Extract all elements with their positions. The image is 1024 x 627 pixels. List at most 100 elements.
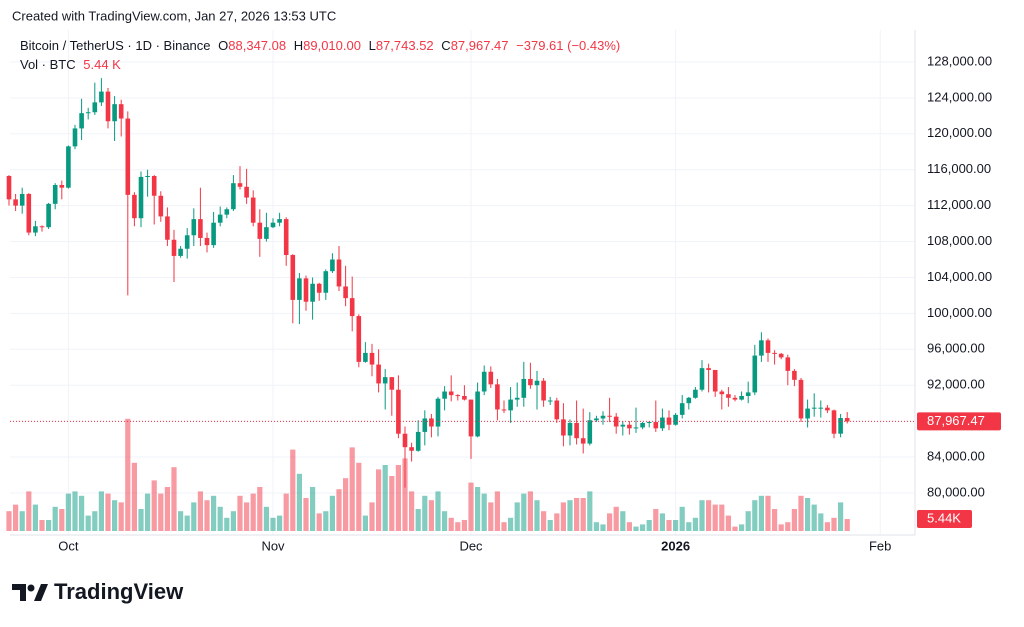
volume-bar xyxy=(26,491,32,531)
volume-bar xyxy=(409,491,415,531)
volume-bar xyxy=(712,504,718,531)
volume-bar xyxy=(151,480,157,531)
volume-bar xyxy=(105,493,111,531)
candle-body xyxy=(739,395,744,400)
candle-body xyxy=(481,371,487,392)
volume-bar xyxy=(646,520,652,531)
volume-bar xyxy=(455,522,461,531)
y-tick-label: 124,000.00 xyxy=(927,89,992,104)
volume-bar xyxy=(230,511,236,531)
volume-bar xyxy=(844,519,850,531)
volume-bar xyxy=(481,493,487,531)
ohlc-key: H xyxy=(294,38,303,53)
volume-bar xyxy=(164,487,170,531)
candle-body xyxy=(52,184,58,204)
candle-body xyxy=(792,370,797,380)
volume-bar xyxy=(79,495,85,531)
volume-bar xyxy=(59,509,65,531)
volume-bar xyxy=(46,520,52,531)
candle-body xyxy=(561,419,566,436)
x-tick-label: Oct xyxy=(58,538,79,553)
volume-bar xyxy=(435,491,441,531)
volume-bar xyxy=(508,517,514,531)
volume-bar xyxy=(19,511,25,531)
legend-line: Bitcoin / TetherUS · 1D · Binance O88,34… xyxy=(20,38,620,53)
y-tick-label: 108,000.00 xyxy=(927,233,992,248)
y-tick-label: 112,000.00 xyxy=(927,197,991,212)
volume-bar xyxy=(699,500,705,531)
volume-bar xyxy=(679,506,685,531)
candle-body xyxy=(343,286,348,299)
y-tick-label: 104,000.00 xyxy=(927,269,992,284)
candle-body xyxy=(818,407,824,409)
volume-bar xyxy=(448,517,454,531)
volume-legend: Vol · BTC 5.44 K xyxy=(20,57,121,72)
volume-bar xyxy=(785,522,791,531)
volume-bar xyxy=(217,506,223,531)
volume-bar xyxy=(323,511,329,531)
x-tick-label: Nov xyxy=(261,538,285,553)
axes: 80,000.0084,000.0088,000.0092,000.0096,0… xyxy=(10,30,1001,553)
volume-bar xyxy=(125,418,131,531)
candle-body xyxy=(336,259,342,287)
candle-body xyxy=(171,239,177,256)
created-note: Created with TradingView.com, Jan 27, 20… xyxy=(12,8,336,23)
volume-bar xyxy=(376,469,382,531)
candle-body xyxy=(46,203,51,228)
candle-body xyxy=(699,368,705,390)
volume-bar xyxy=(527,491,533,531)
volume-bar xyxy=(250,493,256,531)
candle-body xyxy=(620,424,626,427)
candle-body xyxy=(237,183,243,187)
candle-body xyxy=(607,415,612,417)
volume-bar xyxy=(824,522,830,531)
candle-body xyxy=(508,399,513,411)
candle-body xyxy=(785,357,791,371)
volume-bar xyxy=(626,522,632,531)
volume-bar xyxy=(369,502,375,531)
volume-bar xyxy=(758,495,764,531)
candle-body xyxy=(151,176,157,196)
candle-body xyxy=(376,364,381,384)
candle-body xyxy=(39,226,45,228)
candle-body xyxy=(59,184,65,188)
candle-body xyxy=(26,193,32,233)
candle-body xyxy=(19,193,25,206)
volume-bar xyxy=(805,498,811,531)
candle-body xyxy=(211,222,216,246)
volume-bar xyxy=(283,493,289,531)
volume-bar xyxy=(204,500,210,531)
volume-bar xyxy=(752,500,758,531)
candle-body xyxy=(138,176,144,219)
volume-bar xyxy=(277,515,283,531)
volume-bar xyxy=(343,478,349,531)
volume-bar xyxy=(461,520,467,531)
candles xyxy=(6,78,850,488)
candle-body xyxy=(290,255,296,300)
volume-bar xyxy=(395,465,401,531)
volume-bar xyxy=(653,509,659,531)
volume-bar xyxy=(659,513,665,531)
volume-bar xyxy=(138,509,144,531)
volume-bar xyxy=(719,504,725,531)
volume-bar xyxy=(389,476,395,531)
logo-icon xyxy=(27,584,35,592)
candle-body xyxy=(811,407,817,409)
volume-bar xyxy=(640,524,646,531)
volume-bar xyxy=(745,511,751,531)
change-pct: (−0.43%) xyxy=(567,38,620,53)
volume-bar xyxy=(488,502,494,531)
ohlc-value: 87,743.52 xyxy=(376,38,434,53)
volume-bar xyxy=(442,511,448,531)
volume-bar xyxy=(422,495,428,531)
candle-body xyxy=(844,418,850,422)
volume-bar xyxy=(112,500,118,531)
candle-body xyxy=(805,408,810,419)
volume-bar xyxy=(613,506,619,531)
candle-body xyxy=(382,377,388,384)
volume-bar xyxy=(415,509,421,531)
candle-body xyxy=(270,222,276,228)
ohlc-key: L xyxy=(369,38,376,53)
candle-body xyxy=(831,410,837,434)
volume-bar xyxy=(171,467,177,531)
